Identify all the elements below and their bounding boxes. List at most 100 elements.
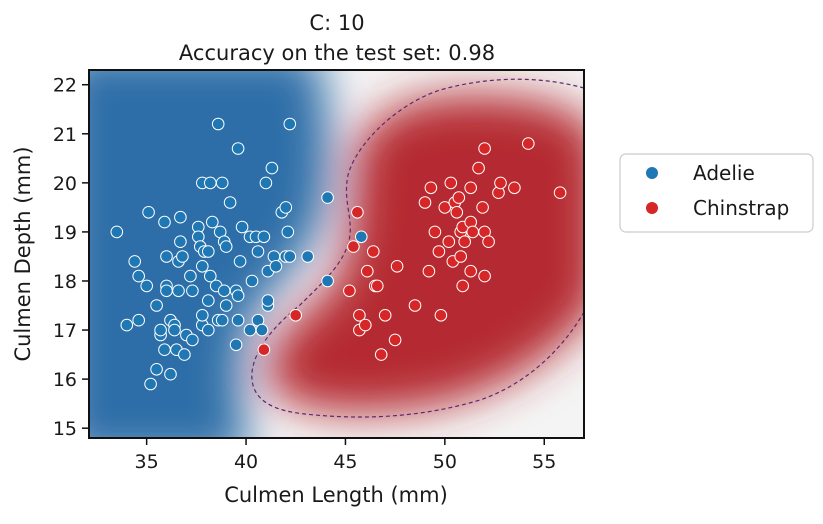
data-point-chinstrap <box>553 186 567 199</box>
data-point-adelie <box>174 235 187 248</box>
decision-surface <box>89 70 584 438</box>
data-point-chinstrap <box>351 206 364 219</box>
y-axis-label: Culmen Depth (mm) <box>11 146 35 361</box>
data-point-adelie <box>186 284 199 298</box>
legend-marker-chinstrap <box>646 202 658 214</box>
data-point-chinstrap <box>438 201 452 214</box>
data-point-adelie <box>202 245 215 258</box>
x-axis: 35 40 45 50 55 <box>135 438 556 473</box>
data-point-chinstrap <box>422 264 436 278</box>
y-tick-label: 16 <box>53 369 77 391</box>
data-point-chinstrap <box>482 235 495 248</box>
data-point-adelie <box>321 191 334 204</box>
data-point-adelie <box>158 343 171 357</box>
data-point-chinstrap <box>353 309 366 322</box>
data-point-chinstrap <box>464 264 478 278</box>
data-point-adelie <box>132 269 145 283</box>
data-point-adelie <box>132 313 145 327</box>
data-point-adelie <box>219 240 233 253</box>
data-point-adelie <box>160 250 173 263</box>
data-point-adelie <box>168 323 181 337</box>
data-point-adelie <box>251 245 265 258</box>
data-point-chinstrap <box>371 279 384 293</box>
data-point-adelie <box>257 230 271 244</box>
data-point-chinstrap <box>458 235 472 248</box>
data-point-chinstrap <box>408 299 422 312</box>
data-point-chinstrap <box>472 161 485 175</box>
y-tick-label: 21 <box>53 124 77 146</box>
x-tick-label: 50 <box>433 451 457 473</box>
data-point-chinstrap <box>289 309 303 322</box>
data-point-adelie <box>219 299 233 312</box>
data-point-chinstrap <box>476 201 489 214</box>
data-point-adelie <box>211 117 225 131</box>
data-point-adelie <box>154 323 167 337</box>
data-point-adelie <box>229 338 243 352</box>
data-point-chinstrap <box>390 260 404 273</box>
data-point-adelie <box>186 333 199 347</box>
data-point-adelie <box>160 284 173 298</box>
data-point-adelie <box>128 255 141 268</box>
data-point-chinstrap <box>374 348 388 361</box>
chart-title-line1: C: 10 <box>309 11 364 35</box>
data-point-adelie <box>110 225 124 239</box>
data-point-adelie <box>245 274 259 288</box>
data-point-chinstrap <box>464 181 478 195</box>
y-tick-label: 15 <box>53 418 77 440</box>
data-point-chinstrap <box>434 309 448 322</box>
data-point-chinstrap <box>456 279 470 293</box>
data-point-adelie <box>215 313 229 327</box>
x-tick-label: 45 <box>333 451 357 473</box>
decision-boundary <box>251 78 584 418</box>
data-point-chinstrap <box>478 269 491 283</box>
data-point-adelie <box>196 260 209 273</box>
legend-marker-adelie <box>646 167 658 179</box>
y-tick-label: 17 <box>53 320 77 342</box>
y-axis: 15 16 17 18 19 20 21 22 <box>53 75 89 440</box>
data-point-adelie <box>206 215 219 229</box>
legend-box <box>619 153 814 233</box>
data-point-adelie <box>140 279 153 293</box>
x-axis-label: Culmen Length (mm) <box>224 483 448 507</box>
data-point-adelie <box>184 269 197 283</box>
data-point-adelie <box>243 323 257 337</box>
data-point-adelie <box>231 142 245 155</box>
data-point-adelie <box>321 274 334 288</box>
data-point-adelie <box>196 309 209 322</box>
data-point-adelie <box>231 289 245 303</box>
data-point-chinstrap <box>418 196 432 209</box>
data-point-chinstrap <box>359 318 372 332</box>
data-point-adelie <box>174 210 187 224</box>
data-point-adelie <box>283 117 297 131</box>
data-point-chinstrap <box>522 137 535 150</box>
data-point-chinstrap <box>450 206 464 219</box>
data-point-chinstrap <box>428 225 442 239</box>
data-point-chinstrap <box>424 181 438 195</box>
data-point-chinstrap <box>508 181 521 195</box>
data-point-adelie <box>204 269 217 283</box>
data-point-adelie <box>223 196 237 209</box>
data-point-adelie <box>283 250 297 263</box>
data-point-chinstrap <box>432 245 446 258</box>
data-point-chinstrap <box>378 309 392 322</box>
data-point-adelie <box>255 323 269 337</box>
data-point-adelie <box>120 318 134 332</box>
y-tick-label: 18 <box>53 271 77 293</box>
data-point-adelie <box>164 367 177 381</box>
data-point-adelie <box>150 299 163 312</box>
data-point-chinstrap <box>257 343 271 357</box>
data-point-chinstrap <box>442 235 456 248</box>
x-tick-label: 40 <box>234 451 258 473</box>
data-point-adelie <box>178 348 191 361</box>
data-point-adelie <box>233 255 247 268</box>
data-point-chinstrap <box>466 225 480 239</box>
chart-title-line2: Accuracy on the test set: 0.98 <box>179 41 495 65</box>
data-point-chinstrap <box>452 191 466 204</box>
data-point-chinstrap <box>454 250 468 263</box>
x-tick-label: 35 <box>135 451 159 473</box>
data-point-adelie <box>355 230 368 244</box>
data-point-adelie <box>281 225 295 239</box>
plot-frame <box>88 69 585 439</box>
